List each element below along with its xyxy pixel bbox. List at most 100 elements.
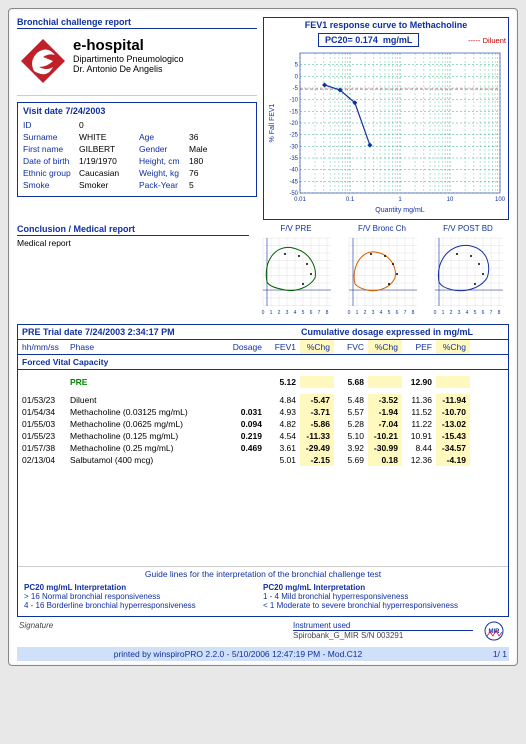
conclusion-box: Conclusion / Medical report Medical repo… <box>17 224 249 320</box>
visit-header-label: Visit date <box>23 106 63 116</box>
cell: 5.12 <box>266 376 300 388</box>
cell: 5.01 <box>266 454 300 466</box>
smoke-value: Smoker <box>79 180 139 190</box>
trial-body: PRE5.125.6812.9001/53/23Diluent4.84-5.47… <box>18 370 508 466</box>
svg-text:8: 8 <box>412 310 415 316</box>
svg-text:0: 0 <box>348 310 351 316</box>
svg-text:5: 5 <box>474 310 477 316</box>
cell: -3.52 <box>368 394 402 406</box>
cell: Methacholine (0.0625 mg/mL) <box>66 418 226 430</box>
interp-right: PC20 mg/mL Interpretation 1 - 4 Mild bro… <box>263 583 502 610</box>
cell: -11.33 <box>300 430 334 442</box>
svg-text:-25: -25 <box>289 133 298 139</box>
svg-text:-45: -45 <box>289 179 298 185</box>
cell: 4.84 <box>266 394 300 406</box>
cell: 01/55/03 <box>18 418 66 430</box>
cell: Methacholine (0.125 mg/mL) <box>66 430 226 442</box>
cell: 01/54/34 <box>18 406 66 418</box>
instrument-label: Instrument used <box>293 621 473 630</box>
cell: 0.469 <box>226 442 266 454</box>
footer-text: printed by winspiroPRO 2.2.0 - 5/10/2006… <box>19 649 457 659</box>
fv-title: F/V Bronc Ch <box>341 224 423 233</box>
fvc-header: Forced Vital Capacity <box>18 355 508 370</box>
mir-logo-icon: MIR <box>481 621 507 641</box>
svg-text:-30: -30 <box>289 144 298 150</box>
cell <box>226 454 266 466</box>
gender-label: Gender <box>139 144 189 154</box>
svg-text:0: 0 <box>295 74 299 80</box>
svg-text:3: 3 <box>286 310 289 316</box>
top-row: Bronchial challenge report e-hospital Di… <box>17 17 509 220</box>
age-label: Age <box>139 132 189 142</box>
visit-date: 7/24/2003 <box>65 106 105 116</box>
cell: -4.19 <box>436 454 470 466</box>
interp-left: PC20 mg/mL Interpretation > 16 Normal br… <box>24 583 263 610</box>
svg-text:6: 6 <box>396 310 399 316</box>
svg-text:5: 5 <box>295 63 299 69</box>
hospital-header: e-hospital Dipartimento Pneumologico Dr.… <box>17 31 257 96</box>
cell: 3.92 <box>334 442 368 454</box>
pc20-prefix: PC20= <box>325 35 353 45</box>
instrument-value: Spirobank_G_MIR S/N 003291 <box>293 630 473 640</box>
svg-text:6: 6 <box>310 310 313 316</box>
svg-text:7: 7 <box>490 310 493 316</box>
svg-text:1: 1 <box>398 197 402 203</box>
fv-box: F/V POST BD012345678 <box>427 224 509 318</box>
trial-hd-right: Cumulative dosage expressed in mg/mL <box>266 325 508 339</box>
cell: 5.57 <box>334 406 368 418</box>
signature-row: Signature Instrument used Spirobank_G_MI… <box>17 617 509 647</box>
interp-right-h: PC20 mg/mL Interpretation <box>263 583 502 592</box>
table-row: 01/55/23Methacholine (0.125 mg/mL)0.2194… <box>18 430 508 442</box>
cell <box>226 376 266 388</box>
svg-text:2: 2 <box>364 310 367 316</box>
svg-text:0.1: 0.1 <box>346 197 355 203</box>
svg-text:-15: -15 <box>289 109 298 115</box>
id-value: 0 <box>79 120 139 130</box>
hospital-logo-icon <box>19 37 67 85</box>
svg-text:Quantity mg/mL: Quantity mg/mL <box>375 207 425 214</box>
fv-row: F/V PRE012345678F/V Bronc Ch012345678F/V… <box>255 224 509 318</box>
cell: 0.18 <box>368 454 402 466</box>
weight-label: Weight, kg <box>139 168 189 178</box>
cell: 01/53/23 <box>18 394 66 406</box>
svg-text:2: 2 <box>450 310 453 316</box>
interp-right-1: < 1 Moderate to severe bronchial hyperre… <box>263 601 502 610</box>
cell: -10.70 <box>436 406 470 418</box>
fv-box: F/V PRE012345678 <box>255 224 337 318</box>
cell: Methacholine (0.25 mg/mL) <box>66 442 226 454</box>
first-value: GILBERT <box>79 144 139 154</box>
svg-text:4: 4 <box>466 310 469 316</box>
svg-text:5: 5 <box>388 310 391 316</box>
cell: -34.57 <box>436 442 470 454</box>
svg-text:100: 100 <box>495 197 506 203</box>
cell: 5.69 <box>334 454 368 466</box>
svg-text:0: 0 <box>262 310 265 316</box>
table-row: 01/57/38Methacholine (0.25 mg/mL)0.4693.… <box>18 442 508 454</box>
cell: 4.82 <box>266 418 300 430</box>
cell: 0.094 <box>226 418 266 430</box>
trial-hd-label: PRE Trial date <box>22 327 83 337</box>
cell: Methacholine (0.03125 mg/mL) <box>66 406 226 418</box>
cell: -15.43 <box>436 430 470 442</box>
table-row: 01/55/03Methacholine (0.0625 mg/mL)0.094… <box>18 418 508 430</box>
eth-label: Ethnic group <box>23 168 79 178</box>
cell: 01/55/23 <box>18 430 66 442</box>
fv-title: F/V PRE <box>255 224 337 233</box>
svg-text:2: 2 <box>278 310 281 316</box>
pack-label: Pack-Year <box>139 180 189 190</box>
cell: Diluent <box>66 394 226 406</box>
table-spacer <box>18 466 508 566</box>
cell <box>18 376 66 388</box>
fv-title: F/V POST BD <box>427 224 509 233</box>
cell: 3.61 <box>266 442 300 454</box>
dob-label: Date of birth <box>23 156 79 166</box>
chart-panel: FEV1 response curve to Methacholine PC20… <box>263 17 509 220</box>
cell: 0.031 <box>226 406 266 418</box>
svg-text:5: 5 <box>302 310 305 316</box>
smoke-label: Smoke <box>23 180 79 190</box>
col-phase: Phase <box>66 340 226 354</box>
hospital-dept: Dipartimento Pneumologico <box>73 54 184 64</box>
pack-value: 5 <box>189 180 229 190</box>
fv-chart: 012345678 <box>427 234 509 316</box>
cell: 0.219 <box>226 430 266 442</box>
